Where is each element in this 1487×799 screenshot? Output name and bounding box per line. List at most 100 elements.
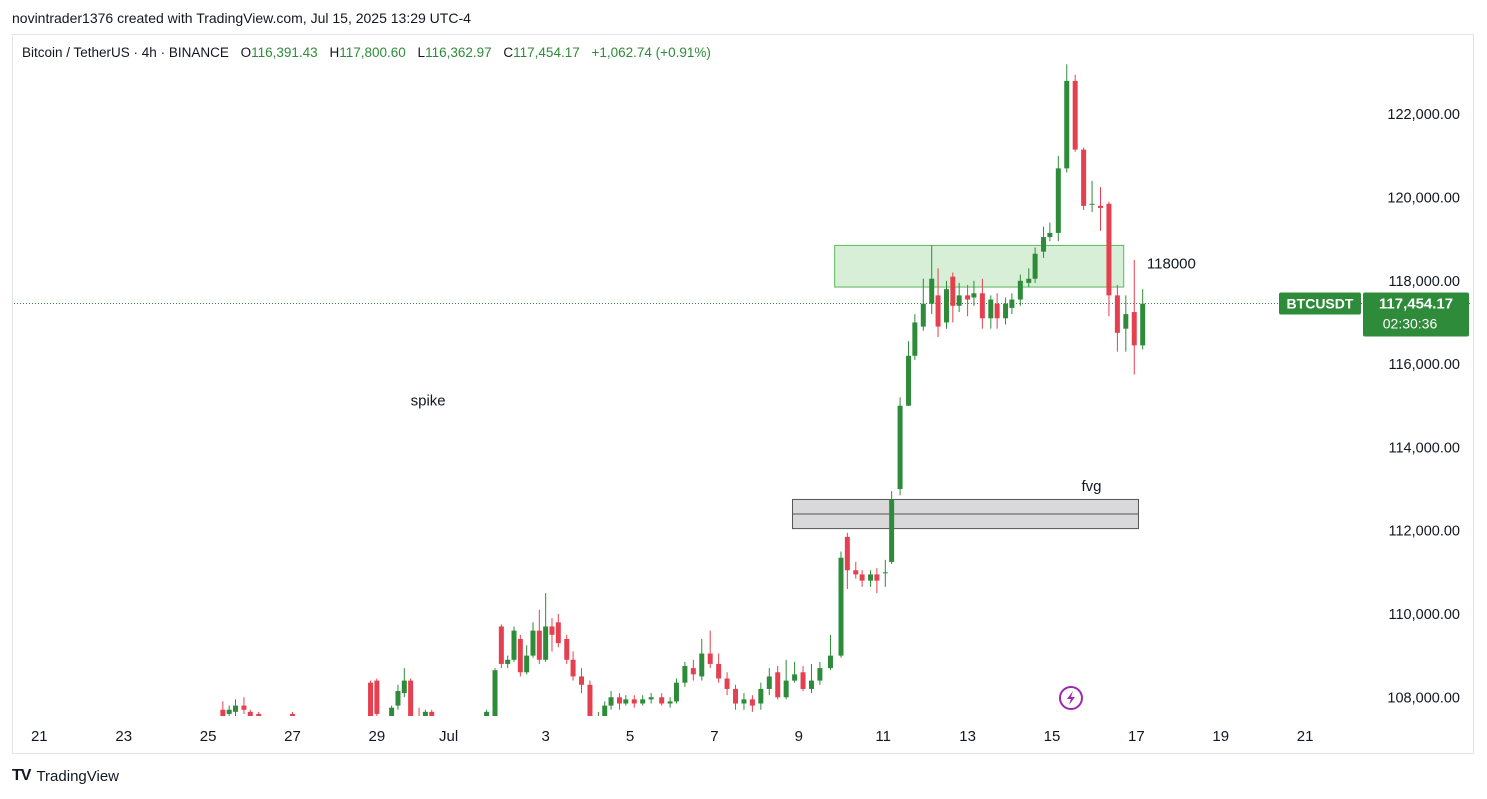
candle-body — [1098, 205, 1104, 208]
y-tick-label: 112,000.00 — [1389, 524, 1461, 540]
candle-body — [707, 653, 713, 664]
x-tick-label: 15 — [1044, 728, 1061, 745]
candle-body — [417, 716, 422, 720]
candle-body — [1072, 80, 1078, 150]
candle-body — [943, 289, 949, 323]
ticker-badge — [1279, 292, 1361, 315]
candle-body — [549, 626, 555, 635]
y-tick-label: 122,000.00 — [1387, 107, 1460, 123]
candle-body — [1081, 149, 1087, 206]
candle-body — [422, 711, 428, 716]
candle-body — [808, 680, 814, 689]
tradingview-logo-icon: TV — [12, 767, 31, 784]
candle-body — [783, 680, 789, 698]
x-tick-label: 29 — [369, 728, 386, 745]
candle-body — [1131, 312, 1137, 346]
low-label: L — [417, 45, 426, 60]
candle-body — [289, 713, 295, 716]
candle-body — [1123, 314, 1129, 329]
candle-body — [1032, 253, 1038, 279]
footer-brand[interactable]: TV TradingView — [12, 767, 119, 785]
candle-body — [579, 676, 585, 685]
candle-body — [389, 707, 395, 716]
candle-body — [844, 536, 850, 571]
y-tick-label: 114,000.00 — [1389, 440, 1461, 456]
candle-body — [758, 688, 764, 704]
candle-body — [623, 699, 629, 704]
candle-body — [1047, 232, 1053, 238]
x-tick-label: 23 — [115, 728, 132, 745]
candle-body — [374, 680, 380, 714]
candle-body — [640, 699, 646, 704]
candle-body — [817, 668, 823, 681]
candle-body — [889, 499, 895, 562]
open-label: O — [240, 45, 252, 60]
x-tick-label: Jul — [439, 728, 458, 745]
x-tick-label: 3 — [541, 728, 549, 745]
candle-body — [608, 697, 614, 706]
x-tick-label: 25 — [200, 728, 217, 745]
candle-body — [1003, 303, 1009, 319]
candle-body — [827, 655, 833, 669]
chart-frame — [12, 34, 1474, 754]
candle-body — [555, 622, 561, 644]
candle-body — [792, 674, 798, 681]
x-tick-label: 21 — [31, 728, 48, 745]
candle-body — [220, 709, 226, 716]
candle-body — [616, 697, 622, 704]
attribution: novintrader1376 created with TradingView… — [12, 10, 471, 26]
candle-body — [498, 626, 504, 664]
x-tick-label: 21 — [1297, 728, 1314, 745]
candle-body — [570, 659, 576, 677]
candle-body — [505, 659, 511, 664]
candle-body — [699, 653, 705, 677]
candle-body — [530, 630, 536, 656]
candle-body — [429, 711, 435, 716]
candle-body — [838, 557, 844, 656]
candle-body — [868, 574, 874, 581]
candle-body — [667, 701, 673, 704]
candle-body — [536, 630, 542, 660]
candle-body — [971, 293, 977, 298]
open-value: 116,391.43 — [251, 45, 318, 60]
lightning-icon — [1058, 686, 1083, 710]
price-badge-value: 117,454.17 — [1379, 296, 1453, 313]
lightning-bolt-icon — [1066, 691, 1075, 705]
candle-body — [906, 355, 912, 406]
x-tick-label: 19 — [1212, 728, 1229, 745]
annotation-label: fvg — [1082, 478, 1102, 495]
candle-body — [800, 672, 806, 689]
candle-body — [956, 295, 962, 306]
candle-body — [912, 322, 918, 356]
close-label: C — [503, 45, 514, 60]
candle-body — [749, 699, 755, 706]
candle-body — [724, 678, 730, 689]
candle-body — [1114, 295, 1120, 333]
candle-body — [733, 688, 739, 704]
y-tick-label: 118,000.00 — [1389, 274, 1461, 290]
candle-body — [524, 655, 530, 673]
candle-body — [602, 705, 608, 716]
candle-body — [741, 699, 747, 704]
candle-body — [564, 638, 570, 660]
candle-body — [484, 711, 490, 716]
x-tick-label: 17 — [1128, 728, 1145, 745]
candle-body — [988, 299, 994, 319]
candle-body — [256, 713, 262, 716]
candle-body — [859, 574, 865, 581]
candle-body — [596, 716, 601, 718]
candle-body — [965, 295, 971, 300]
symbol-title[interactable]: Bitcoin / TetherUS · 4h · BINANCE — [22, 45, 229, 60]
candle-body — [226, 709, 232, 714]
x-tick-label: 5 — [626, 728, 634, 745]
candle-body — [853, 570, 859, 575]
candle-body — [492, 670, 498, 716]
candle-body — [1041, 237, 1047, 252]
x-tick-label: 7 — [710, 728, 718, 745]
x-tick-label: 11 — [875, 728, 891, 745]
y-tick-label: 108,000.00 — [1387, 690, 1460, 706]
supply-zone — [834, 244, 1125, 288]
price-badge — [1363, 292, 1469, 337]
candle-body — [247, 711, 253, 716]
